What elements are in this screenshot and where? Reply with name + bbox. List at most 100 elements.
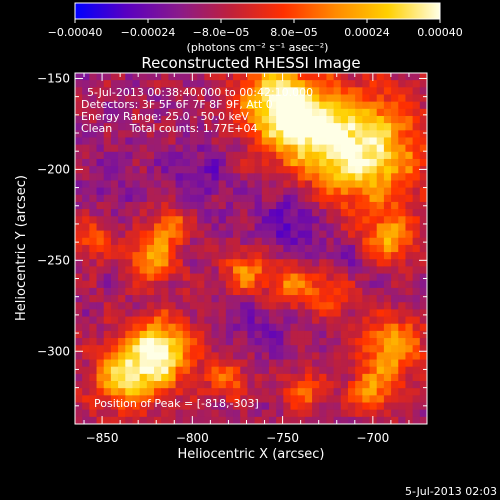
heatmap-cell: [304, 180, 313, 189]
heatmap-cell: [168, 123, 177, 131]
heatmap-cell: [283, 130, 292, 139]
heatmap-cell: [189, 316, 198, 325]
heatmap-cell: [146, 187, 155, 196]
heatmap-cell: [240, 187, 248, 196]
heatmap-cell: [225, 323, 234, 332]
heatmap-cell: [290, 137, 299, 146]
heatmap-cell: [125, 151, 134, 160]
heatmap-cell: [261, 144, 270, 153]
heatmap-cell: [376, 244, 385, 253]
heatmap-cell: [225, 244, 234, 253]
heatmap-cell: [419, 166, 427, 174]
heatmap-cell: [175, 101, 184, 110]
heatmap-cell: [168, 158, 177, 167]
heatmap-cell: [290, 151, 299, 160]
heatmap-cell: [189, 80, 198, 88]
heatmap-cell: [161, 309, 169, 318]
heatmap-cell: [146, 287, 155, 296]
heatmap-cell: [290, 101, 299, 110]
heatmap-cell: [290, 295, 299, 303]
heatmap-cell: [118, 209, 126, 217]
heatmap-cell: [204, 216, 213, 225]
heatmap-cell: [118, 373, 126, 382]
heatmap-cell: [304, 416, 313, 424]
heatmap-cell: [347, 395, 356, 404]
heatmap-cell: [189, 352, 198, 361]
heatmap-cell: [146, 309, 155, 318]
heatmap-cell: [297, 115, 306, 124]
heatmap-cell: [362, 137, 371, 146]
heatmap-cell: [419, 295, 427, 303]
heatmap-cell: [161, 352, 169, 361]
heatmap-cell: [369, 237, 378, 246]
heatmap-cell: [154, 338, 162, 346]
heatmap-cell: [261, 409, 270, 418]
heatmap-cell: [182, 295, 191, 303]
heatmap-cell: [326, 409, 335, 418]
heatmap-cell: [197, 173, 205, 182]
heatmap-cell: [225, 252, 234, 260]
heatmap-cell: [347, 115, 356, 124]
heatmap-cell: [405, 388, 414, 396]
heatmap-cell: [419, 373, 427, 382]
heatmap-cell: [110, 388, 119, 396]
heatmap-cell: [383, 309, 392, 318]
heatmap-cell: [419, 316, 427, 325]
heatmap-cell: [283, 330, 292, 339]
heatmap-cell: [75, 352, 83, 361]
heatmap-cell: [189, 87, 198, 96]
heatmap-cell: [362, 345, 371, 353]
heatmap-cell: [233, 123, 241, 131]
heatmap-cell: [355, 323, 363, 332]
heatmap-cell: [189, 302, 198, 310]
heatmap-cell: [362, 259, 371, 267]
heatmap-cell: [197, 216, 205, 225]
heatmap-cell: [340, 330, 349, 339]
heatmap-cell: [304, 201, 313, 210]
heatmap-cell: [161, 388, 169, 396]
heatmap-cell: [225, 187, 234, 196]
heatmap-cell: [175, 366, 184, 375]
heatmap-cell: [154, 130, 162, 139]
heatmap-cell: [168, 302, 177, 310]
heatmap-cell: [398, 373, 407, 382]
heatmap-cell: [154, 201, 162, 210]
heatmap-cell: [340, 144, 349, 153]
heatmap-cell: [110, 316, 119, 325]
heatmap-cell: [110, 94, 119, 103]
heatmap-cell: [82, 230, 90, 239]
heatmap-cell: [204, 316, 213, 325]
heatmap-cell: [362, 409, 371, 418]
heatmap-cell: [89, 151, 98, 160]
heatmap-cell: [376, 295, 385, 303]
heatmap-cell: [347, 309, 356, 318]
heatmap-cell: [189, 409, 198, 418]
heatmap-cell: [268, 388, 277, 396]
heatmap-cell: [261, 180, 270, 189]
heatmap-cell: [412, 266, 421, 275]
heatmap-cell: [89, 216, 98, 225]
heatmap-cell: [161, 295, 169, 303]
heatmap-cell: [398, 259, 407, 267]
heatmap-cell: [297, 381, 306, 389]
heatmap-cell: [340, 166, 349, 174]
colorbar-tick-label: 0.00024: [344, 26, 390, 39]
heatmap-cell: [96, 137, 105, 146]
heatmap-cell: [347, 402, 356, 411]
heatmap-cell: [326, 94, 335, 103]
heatmap-cell: [347, 137, 356, 146]
heatmap-cell: [362, 244, 371, 253]
heatmap-cell: [398, 180, 407, 189]
heatmap-cell: [197, 209, 205, 217]
heatmap-cell: [283, 402, 292, 411]
heatmap-cell: [254, 352, 263, 361]
heatmap-cell: [154, 273, 162, 282]
heatmap-cell: [304, 366, 313, 375]
heatmap-cell: [254, 395, 263, 404]
heatmap-cell: [398, 244, 407, 253]
heatmap-cell: [89, 223, 98, 232]
heatmap-cell: [110, 151, 119, 160]
heatmap-cell: [225, 108, 234, 117]
heatmap-cell: [276, 395, 284, 404]
heatmap-cell: [96, 201, 105, 210]
